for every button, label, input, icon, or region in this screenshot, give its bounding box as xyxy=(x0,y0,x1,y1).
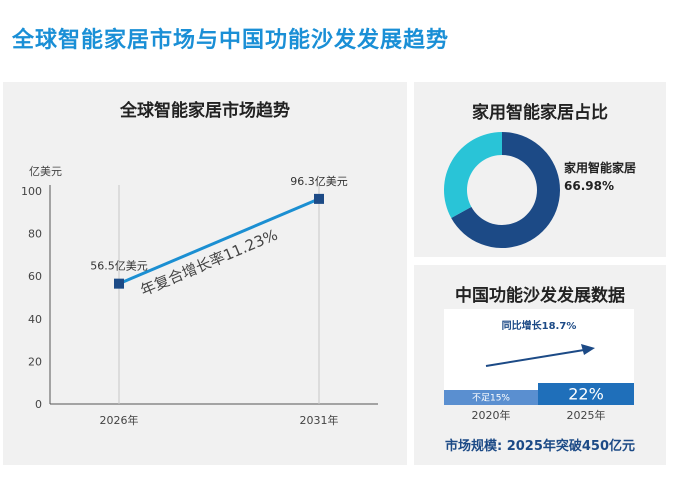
y-tick-label: 80 xyxy=(28,228,42,241)
line-chart: 亿美元 0 20 40 60 80 100 2026年 2031年 56.5亿美元 96.3亿美元年… xyxy=(21,165,378,427)
donut-slice-label: 家用智能家居 xyxy=(564,160,636,175)
function-sofa-panel: 中国功能沙发发展数据 不足15% 2020年 22% 2025年 同比增长18.7% 市… xyxy=(414,265,666,465)
bar xyxy=(444,390,538,405)
bar-value-label: 22% xyxy=(568,385,604,404)
data-point-marker xyxy=(314,193,324,204)
donut-slice-other xyxy=(444,132,502,219)
data-point-label: 96.3亿美元 xyxy=(290,175,348,188)
data-point-marker xyxy=(114,278,124,289)
donut-value-label: 66.98% xyxy=(564,179,614,193)
x-tick-label: 2031年 xyxy=(300,413,339,427)
line-chart-title: 全球智能家居市场趋势 xyxy=(120,101,290,121)
bar-chart-title: 中国功能沙发发展数据 xyxy=(455,286,625,306)
growth-rate-annotation: 年复合增长率11.23% xyxy=(138,226,281,300)
growth-arrow-line xyxy=(485,349,585,367)
donut-slice-household xyxy=(451,132,560,248)
growth-arrow-head xyxy=(581,344,595,355)
market-size-text: 市场规模: 2025年突破450亿元 xyxy=(444,439,636,454)
household-share-panel: 家用智能家居占比 家用智能家居 66.98% xyxy=(414,82,666,257)
y-tick-label: 20 xyxy=(28,355,42,368)
y-tick-label: 100 xyxy=(21,185,42,198)
growth-label: 同比增长18.7% xyxy=(502,319,577,332)
y-unit-label: 亿美元 xyxy=(29,165,62,178)
bar-chart: 不足15% 2020年 22% 2025年 同比增长18.7% xyxy=(444,319,634,422)
y-tick-label: 60 xyxy=(28,270,42,283)
global-smart-home-chart-panel: 全球智能家居市场趋势 亿美元 0 20 40 60 80 100 2026年 2031年 56.5… xyxy=(3,82,407,465)
x-tick-label: 2020年 xyxy=(472,408,511,422)
donut-chart: 家用智能家居 66.98% xyxy=(444,132,636,248)
data-point-label: 56.5亿美元 xyxy=(90,260,148,273)
bar xyxy=(538,383,634,405)
y-tick-label: 0 xyxy=(35,398,42,411)
x-tick-label: 2026年 xyxy=(100,413,139,427)
y-tick-label: 40 xyxy=(28,313,42,326)
page-title: 全球智能家居市场与中国功能沙发发展趋势 xyxy=(12,28,450,53)
x-tick-label: 2025年 xyxy=(567,408,606,422)
series-line xyxy=(118,197,320,286)
donut-chart-title: 家用智能家居占比 xyxy=(472,103,608,123)
bar-value-label: 不足15% xyxy=(472,393,510,404)
